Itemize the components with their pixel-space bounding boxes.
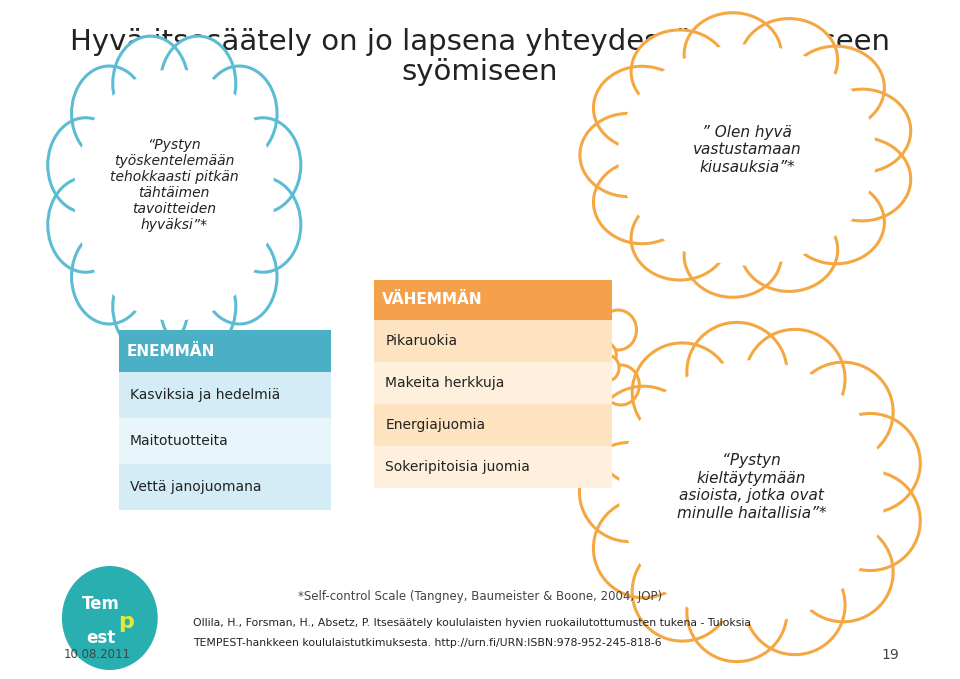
Ellipse shape [745, 329, 845, 428]
FancyBboxPatch shape [374, 320, 612, 362]
Circle shape [243, 388, 266, 412]
Ellipse shape [48, 177, 123, 272]
Text: “Pystyn
kieltäytymään
asioista, jotka ovat
minulle haitallisia”*: “Pystyn kieltäytymään asioista, jotka ov… [677, 454, 827, 521]
Ellipse shape [813, 138, 911, 221]
Ellipse shape [686, 323, 787, 422]
Text: 10.08.2011: 10.08.2011 [63, 648, 131, 661]
Text: “Pystyn
työskentelemään
tehokkaasti pitkän
tähtäimen
tavoitteiden
hyväksi”*: “Pystyn työskentelemään tehokkaasti pitk… [110, 138, 239, 232]
Text: syömiseen: syömiseen [401, 58, 559, 86]
Ellipse shape [593, 386, 694, 485]
Ellipse shape [593, 160, 691, 244]
Text: Sokeripitoisia juomia: Sokeripitoisia juomia [385, 460, 530, 474]
Text: 19: 19 [881, 648, 899, 662]
Ellipse shape [793, 523, 893, 622]
Ellipse shape [787, 46, 884, 130]
Ellipse shape [593, 498, 694, 598]
Circle shape [224, 357, 257, 393]
Text: *Self-control Scale (Tangney, Baumeister & Boone, 2004, JOP): *Self-control Scale (Tangney, Baumeister… [298, 590, 662, 603]
Text: Makeita herkkuja: Makeita herkkuja [385, 376, 505, 390]
Text: Ollila, H., Forsman, H., Absetz, P. Itsesäätely koululaisten hyvien ruokailutott: Ollila, H., Forsman, H., Absetz, P. Itse… [193, 618, 751, 628]
Circle shape [595, 355, 619, 381]
Ellipse shape [740, 18, 838, 102]
Ellipse shape [793, 362, 893, 462]
Ellipse shape [202, 66, 277, 161]
Text: VÄHEMMÄN: VÄHEMMÄN [381, 293, 482, 308]
Text: p: p [118, 612, 134, 632]
Ellipse shape [72, 230, 147, 324]
Ellipse shape [74, 69, 275, 320]
Text: Kasviksia ja hedelmiä: Kasviksia ja hedelmiä [131, 388, 280, 402]
Text: Hyvä itsesäätely on jo lapsena yhteydessä terveelliseen: Hyvä itsesäätely on jo lapsena yhteydess… [70, 28, 890, 56]
Circle shape [592, 342, 616, 368]
Circle shape [600, 310, 636, 350]
Ellipse shape [633, 343, 732, 442]
Ellipse shape [745, 555, 845, 655]
Text: Vettä janojuomana: Vettä janojuomana [131, 480, 261, 494]
Circle shape [589, 347, 604, 363]
Ellipse shape [820, 471, 921, 570]
Circle shape [588, 364, 603, 380]
Ellipse shape [160, 36, 236, 131]
Ellipse shape [633, 542, 732, 641]
Circle shape [257, 411, 270, 425]
Text: ENEMMÄN: ENEMMÄN [127, 344, 215, 359]
Ellipse shape [618, 45, 876, 265]
Ellipse shape [684, 214, 781, 297]
Circle shape [603, 365, 639, 405]
Text: TEMPEST-hankkeen koululaistutkimuksesta. http://urn.fi/URN:ISBN:978-952-245-818-: TEMPEST-hankkeen koululaistutkimuksesta.… [193, 638, 661, 648]
Ellipse shape [226, 177, 300, 272]
FancyBboxPatch shape [119, 464, 331, 510]
Ellipse shape [72, 66, 147, 161]
Text: Tem: Tem [82, 595, 120, 613]
Ellipse shape [787, 181, 884, 264]
Ellipse shape [618, 361, 885, 624]
Ellipse shape [112, 36, 188, 131]
Ellipse shape [580, 443, 680, 542]
FancyBboxPatch shape [119, 418, 331, 464]
Ellipse shape [202, 230, 277, 324]
Circle shape [62, 566, 157, 670]
FancyBboxPatch shape [374, 362, 612, 404]
Text: Energiajuomia: Energiajuomia [385, 418, 485, 432]
Ellipse shape [740, 208, 838, 291]
Ellipse shape [820, 414, 921, 513]
Ellipse shape [631, 197, 729, 280]
Ellipse shape [160, 259, 236, 354]
Text: Pikaruokia: Pikaruokia [385, 334, 457, 348]
FancyBboxPatch shape [374, 404, 612, 446]
Ellipse shape [813, 89, 911, 172]
FancyBboxPatch shape [119, 372, 331, 418]
Text: est: est [86, 629, 115, 647]
Ellipse shape [684, 13, 781, 96]
Ellipse shape [631, 30, 729, 113]
Ellipse shape [686, 562, 787, 661]
FancyBboxPatch shape [119, 330, 331, 372]
Text: Maitotuotteita: Maitotuotteita [131, 434, 228, 448]
Ellipse shape [48, 117, 123, 213]
Ellipse shape [226, 117, 300, 213]
Text: ” Olen hyvä
vastustamaan
kiusauksia”*: ” Olen hyvä vastustamaan kiusauksia”* [693, 125, 802, 175]
Ellipse shape [593, 67, 691, 149]
FancyBboxPatch shape [374, 446, 612, 488]
Ellipse shape [580, 113, 677, 197]
FancyBboxPatch shape [374, 280, 612, 320]
Ellipse shape [112, 259, 188, 354]
